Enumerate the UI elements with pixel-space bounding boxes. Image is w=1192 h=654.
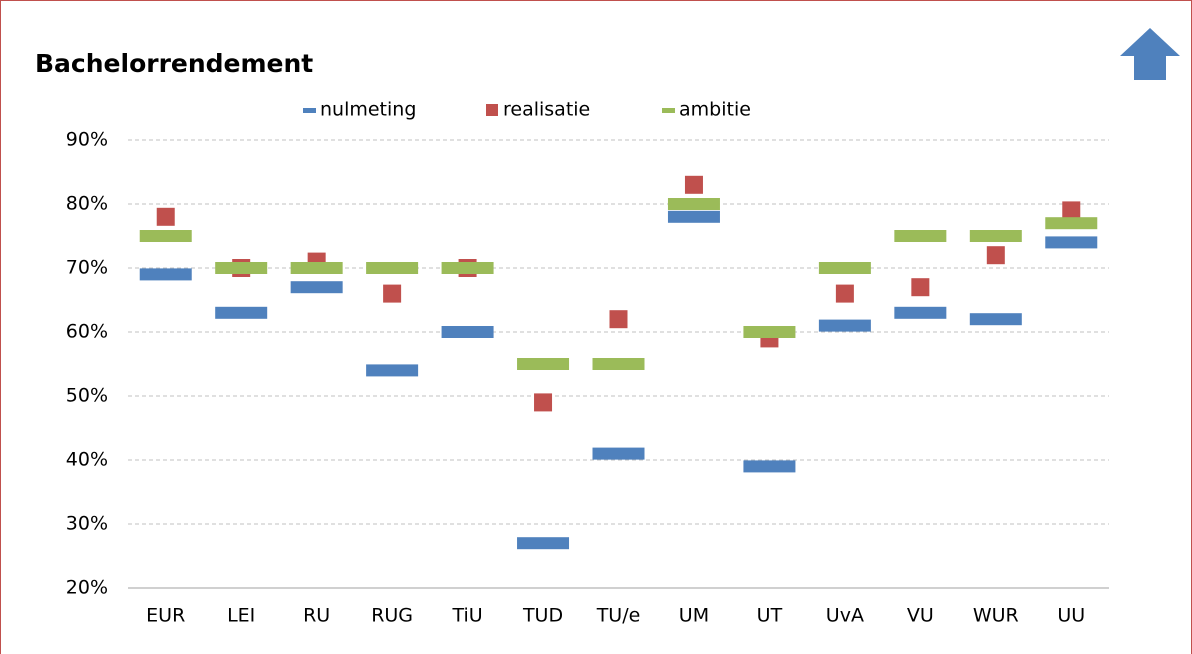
- x-tick-label: WUR: [973, 605, 1019, 627]
- x-tick-label: TUD: [522, 605, 563, 627]
- y-tick-label: 60%: [66, 321, 108, 343]
- dash-marker: [969, 313, 1022, 326]
- dash-marker: [667, 210, 720, 223]
- x-tick-label: LEI: [227, 605, 255, 627]
- x-tick-label: TiU: [451, 605, 482, 627]
- realisatie-marker: [986, 246, 1005, 265]
- x-tick-label: UT: [757, 605, 783, 627]
- legend-label: realisatie: [503, 99, 590, 121]
- x-tick-label: UM: [679, 605, 709, 627]
- dash-marker: [139, 268, 192, 281]
- up-arrow-icon[interactable]: [1120, 28, 1180, 80]
- dash-marker: [743, 326, 796, 338]
- dash-marker: [1045, 236, 1098, 249]
- dash-marker: [441, 262, 494, 274]
- legend-label: ambitie: [679, 99, 751, 121]
- realisatie-marker: [1062, 201, 1081, 220]
- dash-marker: [894, 306, 947, 319]
- y-tick-label: 80%: [66, 193, 108, 215]
- realisatie-marker: [534, 393, 553, 412]
- realisatie-marker: [911, 278, 930, 297]
- chart-title: Bachelorrendement: [35, 49, 313, 78]
- dash-marker: [366, 262, 419, 274]
- realisatie-marker: [684, 175, 703, 194]
- x-tick-label: RUG: [371, 605, 413, 627]
- dash-marker: [1045, 217, 1098, 230]
- dash-marker: [818, 319, 871, 332]
- x-tick-label: TU/e: [596, 605, 641, 627]
- dash-marker: [517, 537, 570, 550]
- y-tick-label: 50%: [66, 385, 108, 407]
- dash-marker: [592, 447, 645, 460]
- dash-marker: [290, 281, 343, 294]
- x-tick-label: VU: [907, 605, 934, 627]
- realisatie-marker: [383, 284, 402, 303]
- dash-marker: [441, 326, 494, 338]
- y-tick-label: 40%: [66, 449, 108, 471]
- legend-label: nulmeting: [320, 99, 416, 121]
- dash-marker: [215, 262, 268, 274]
- legend-swatch: [303, 108, 316, 113]
- y-tick-label: 70%: [66, 257, 108, 279]
- y-tick-label: 20%: [66, 577, 108, 599]
- y-tick-label: 30%: [66, 513, 108, 535]
- dash-marker: [969, 230, 1022, 242]
- x-tick-label: UU: [1057, 605, 1085, 627]
- realisatie-marker: [609, 310, 628, 329]
- dash-marker: [894, 230, 947, 242]
- dash-marker: [818, 262, 871, 274]
- dash-marker: [290, 262, 343, 274]
- dash-marker: [366, 364, 419, 377]
- dash-marker: [743, 460, 796, 473]
- dash-marker: [592, 358, 645, 370]
- x-tick-label: RU: [303, 605, 330, 627]
- realisatie-marker: [156, 207, 175, 226]
- x-tick-label: EUR: [146, 605, 185, 627]
- dash-marker: [139, 230, 192, 242]
- dash-marker: [517, 358, 570, 370]
- y-tick-label: 90%: [66, 129, 108, 151]
- legend-swatch: [486, 104, 498, 116]
- realisatie-marker: [835, 284, 854, 303]
- x-tick-label: UvA: [826, 605, 864, 627]
- dash-marker: [215, 306, 268, 319]
- legend-swatch: [662, 108, 675, 113]
- dash-marker: [667, 198, 720, 210]
